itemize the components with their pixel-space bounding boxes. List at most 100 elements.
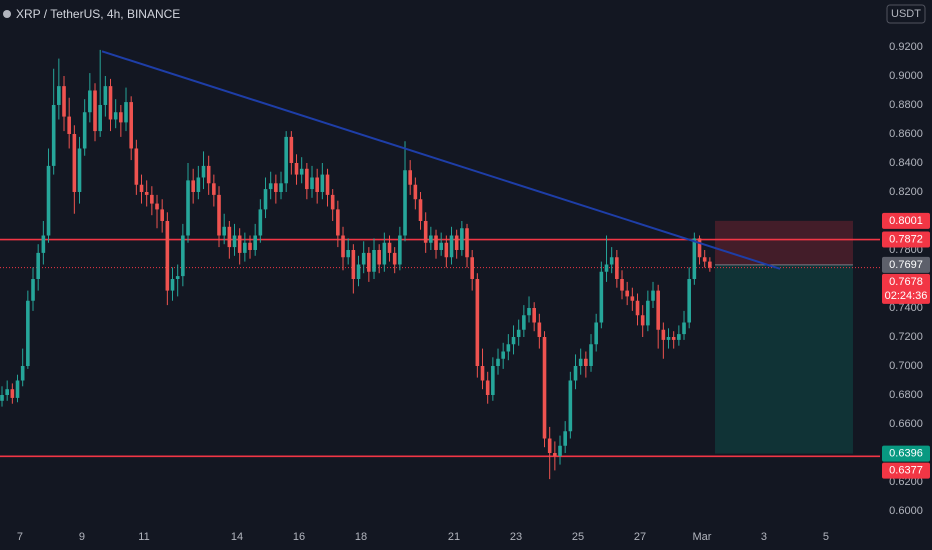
candle-body: [671, 336, 676, 340]
candle-body: [98, 104, 102, 132]
candle-body: [72, 133, 77, 192]
candle-body: [708, 261, 712, 268]
candle-body: [449, 235, 454, 258]
candle-body: [289, 136, 294, 163]
candle-body: [646, 300, 650, 326]
candle-body: [491, 366, 495, 396]
candle-body: [527, 307, 531, 316]
y-tick-label: 0.8200: [889, 186, 923, 198]
y-tick-label: 0.7200: [889, 331, 923, 343]
y-tick-label: 0.8600: [889, 128, 923, 140]
plot-area: [0, 49, 880, 480]
candle-body: [475, 278, 480, 367]
currency-box[interactable]: [886, 4, 926, 24]
candle-body: [186, 180, 190, 236]
candle-body: [253, 235, 257, 250]
y-tick-label: 0.6200: [889, 476, 923, 488]
candle-body: [155, 203, 159, 210]
candle-body: [480, 366, 485, 381]
candle-body: [5, 389, 9, 396]
candle-body: [687, 278, 691, 323]
currency[interactable]: USDT: [891, 8, 921, 20]
candle-body: [67, 116, 71, 134]
x-tick-label: 9: [79, 531, 85, 543]
stop-zone: [715, 220, 853, 265]
candle-body: [103, 86, 108, 105]
countdown: 02:24:36: [885, 290, 928, 302]
candle-body: [201, 165, 206, 178]
candle-body: [563, 431, 567, 446]
y-tick-label: 0.8400: [889, 157, 923, 169]
price-badge-label: 0.7872: [889, 233, 923, 245]
candle-body: [522, 315, 526, 330]
candle-body: [222, 226, 226, 236]
y-tick-label: 0.6000: [889, 505, 923, 517]
candle-body: [181, 235, 185, 277]
x-tick-label: 25: [572, 531, 584, 543]
candle-body: [537, 322, 542, 337]
candle-body: [423, 220, 428, 243]
candle-body: [408, 170, 412, 185]
candle-body: [77, 148, 82, 192]
candle-body: [129, 102, 133, 149]
candle-body: [444, 242, 449, 258]
candle-body: [36, 252, 40, 279]
candle-body: [599, 271, 604, 323]
candle-body: [506, 344, 511, 352]
price-badge: [882, 256, 930, 273]
candle-body: [232, 235, 237, 248]
candle-body: [620, 278, 624, 291]
candle-body: [41, 235, 46, 253]
candle-body: [263, 189, 268, 210]
candle-body: [635, 300, 640, 316]
candle-body: [170, 278, 175, 291]
x-tick-label: 23: [510, 531, 522, 543]
candle-body: [346, 249, 350, 258]
x-tick-label: 18: [355, 531, 367, 543]
candle-body: [418, 199, 423, 221]
y-tick-label: 0.9200: [889, 41, 923, 53]
candle-body: [51, 104, 56, 166]
candle-body: [175, 276, 180, 279]
candle-body: [573, 366, 578, 381]
candle-body: [124, 102, 128, 123]
chart-title: XRP / TetherUS, 4h, BINANCE: [16, 7, 180, 21]
price-badge: [882, 445, 930, 462]
candle-body: [584, 358, 588, 367]
candle-body: [615, 257, 619, 279]
candle-body: [88, 90, 92, 113]
candle-body: [677, 334, 681, 340]
candle-body: [692, 238, 697, 279]
candle-body: [305, 168, 309, 190]
candle-body: [697, 238, 702, 258]
candle-body: [294, 162, 299, 175]
y-tick-label: 0.6600: [889, 418, 923, 430]
candle-body: [217, 194, 221, 236]
candle-body: [150, 194, 154, 204]
candle-body: [191, 180, 195, 192]
candle-body: [57, 86, 61, 105]
candle-body: [501, 351, 505, 359]
x-tick-label: 7: [17, 531, 23, 543]
candle-body: [113, 112, 118, 120]
candle-body: [439, 242, 443, 250]
candle-body: [547, 438, 552, 454]
x-tick-label: 21: [448, 531, 460, 543]
candle-body: [625, 290, 629, 297]
candle-body: [460, 228, 464, 250]
candle-body: [594, 322, 598, 345]
symbol-icon: [3, 10, 11, 18]
x-tick-label: Mar: [693, 531, 712, 543]
candle-body: [640, 315, 645, 326]
price-badge: [882, 462, 930, 479]
price-badge: [882, 231, 930, 248]
candle-body: [609, 257, 614, 265]
price-badge-label: 0.8001: [889, 215, 923, 227]
y-tick-label: 0.7000: [889, 360, 923, 372]
candle-body: [361, 252, 366, 265]
price-badge: [882, 273, 930, 304]
target-zone: [715, 264, 853, 454]
candle-body: [93, 90, 97, 132]
y-tick-label: 0.7400: [889, 302, 923, 314]
